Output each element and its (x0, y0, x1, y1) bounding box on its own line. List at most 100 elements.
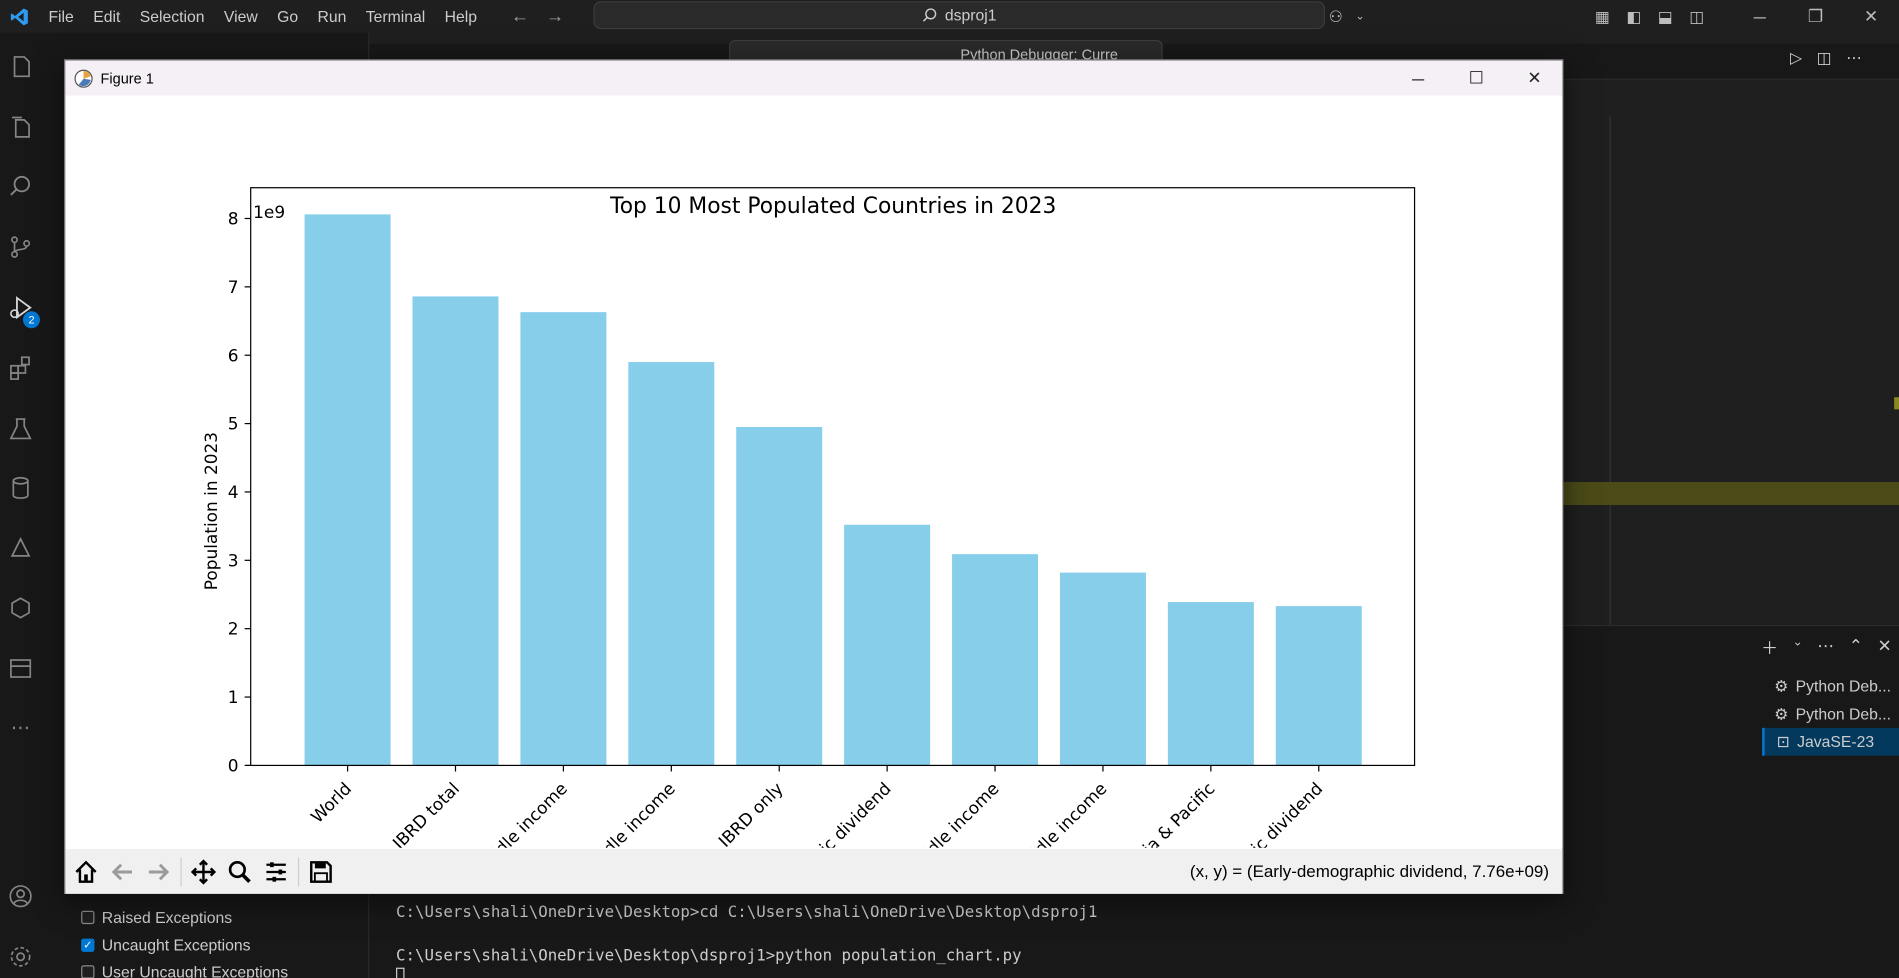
close-icon[interactable]: ✕ (1864, 6, 1879, 26)
menu-go[interactable]: Go (277, 7, 299, 26)
toggle-secondary-sidebar-icon[interactable]: ◫ (1689, 6, 1705, 25)
y-tick-label: 8 (228, 209, 239, 229)
terminal-cursor (396, 967, 405, 978)
y-tick-label: 4 (228, 482, 239, 502)
x-tick-label: ddle income (915, 778, 1003, 847)
settings-gear-icon[interactable] (5, 941, 36, 972)
menu-file[interactable]: File (48, 7, 74, 26)
terminal-line: C:\Users\shali\OneDrive\Desktop\dsproj1>… (396, 947, 1022, 966)
pan-icon[interactable] (185, 853, 221, 889)
more-icon[interactable]: ⋯ (1817, 635, 1835, 656)
menu-view[interactable]: View (223, 7, 258, 26)
search-text: dsproj1 (944, 6, 997, 25)
figure-toolbar: (x, y) = (Early-demographic dividend, 7.… (65, 848, 1563, 894)
x-tick-label: ia & Pacific (1139, 778, 1219, 847)
figure-minimize-icon[interactable]: ─ (1412, 68, 1425, 88)
nav-forward-icon[interactable]: → (546, 6, 565, 27)
plot-area[interactable]: Top 10 Most Populated Countries in 2023 … (65, 95, 1563, 866)
y-tick-label: 3 (228, 550, 239, 570)
extensions-icon[interactable] (5, 352, 36, 383)
debug-badge: 2 (23, 311, 40, 329)
debug-icon: ⚙ (1774, 704, 1789, 723)
restore-icon[interactable]: ❐ (1807, 6, 1824, 26)
toolbar-separator (297, 856, 300, 886)
x-tick-label: ic dividend (815, 778, 894, 847)
menu-selection[interactable]: Selection (139, 7, 205, 26)
chevron-down-icon[interactable]: ⌄ (1355, 9, 1365, 22)
close-panel-icon[interactable]: ✕ (1877, 635, 1892, 656)
breakpoint-user-uncaught[interactable]: User Uncaught Exceptions (81, 963, 288, 978)
menu-run[interactable]: Run (317, 7, 347, 26)
checkbox[interactable] (81, 965, 95, 978)
matplotlib-icon (74, 69, 93, 88)
new-terminal-icon[interactable]: ＋ (1761, 638, 1779, 658)
breakpoints-section: Raised Exceptions ✓ Uncaught Exceptions … (42, 882, 369, 978)
testing-icon[interactable] (5, 413, 36, 444)
bar (520, 312, 607, 766)
terminal-item[interactable]: ⚙ Python Deb... (1762, 700, 1899, 728)
bar (628, 362, 715, 766)
menu-edit[interactable]: Edit (93, 7, 121, 26)
terminal-output[interactable]: C:\Users\shali\OneDrive\Desktop>cd C:\Us… (396, 902, 1097, 978)
terminal-item[interactable]: ⚙ Python Deb... (1762, 672, 1899, 700)
save-icon[interactable] (303, 853, 339, 889)
bar (1167, 602, 1254, 766)
nav-back-icon[interactable]: ← (510, 6, 530, 27)
more-icon[interactable]: ⋯ (10, 718, 31, 739)
search-activity-icon[interactable] (5, 171, 36, 202)
bar (412, 296, 499, 766)
account-icon[interactable] (5, 880, 36, 911)
command-center-search[interactable]: dsproj1 (593, 1, 1325, 30)
maximize-panel-icon[interactable]: ⌃ (1848, 635, 1863, 656)
configure-subplots-icon[interactable] (258, 853, 294, 889)
home-icon[interactable] (68, 853, 104, 889)
x-tick-label: IBRD only (714, 778, 787, 847)
minimize-icon[interactable]: ─ (1753, 6, 1766, 27)
files-icon[interactable] (5, 111, 36, 142)
x-tick-label: ic dividend (1247, 778, 1326, 847)
menu-help[interactable]: Help (444, 7, 478, 26)
bar (844, 524, 931, 766)
zoom-icon[interactable] (222, 853, 258, 889)
menu-terminal[interactable]: Terminal (365, 7, 426, 26)
title-bar: File Edit Selection View Go Run Terminal… (0, 0, 1899, 33)
figure-close-icon[interactable]: ✕ (1527, 67, 1542, 88)
split-editor-icon[interactable]: ◫ (1816, 48, 1832, 67)
axes-frame (250, 187, 1416, 767)
breakpoint-uncaught[interactable]: ✓ Uncaught Exceptions (81, 936, 251, 955)
toggle-sidebar-icon[interactable]: ◧ (1626, 6, 1642, 25)
figure-maximize-icon[interactable]: ☐ (1468, 67, 1484, 88)
current-line-highlight (1563, 482, 1899, 506)
run-file-icon[interactable]: ▷ (1790, 48, 1803, 67)
x-tick-label: ddle income (591, 778, 679, 847)
toggle-panel-icon[interactable]: ⬓ (1657, 6, 1673, 25)
x-tick-label: IBRD total (389, 778, 464, 847)
terminal-item-label: Python Deb... (1795, 704, 1892, 724)
copilot-icon[interactable]: ⚇ (1328, 6, 1343, 25)
bar-chart: Top 10 Most Populated Countries in 2023 … (201, 187, 1416, 866)
database-icon[interactable] (5, 472, 36, 503)
layout-icon[interactable] (5, 653, 36, 684)
bar (1059, 572, 1146, 766)
python-env-icon[interactable] (5, 592, 36, 623)
remote-explorer-icon[interactable] (5, 533, 36, 564)
checkbox[interactable] (81, 910, 95, 925)
checkbox[interactable]: ✓ (81, 938, 95, 952)
terminal-item[interactable]: ⊡ JavaSE-23 (1762, 727, 1899, 756)
source-control-icon[interactable] (5, 231, 36, 262)
chevron-down-icon[interactable]: ⌄ (1792, 635, 1803, 650)
y-axis-label: Population in 2023 (201, 432, 221, 590)
terminal-line: C:\Users\shali\OneDrive\Desktop>cd C:\Us… (396, 903, 1098, 922)
customize-layout-icon[interactable]: ▦ (1594, 6, 1610, 25)
more-actions-icon[interactable]: ⋯ (1846, 48, 1862, 67)
debug-config-label[interactable]: Python Debugger: Curre (960, 46, 1118, 63)
y-tick-label: 6 (228, 345, 239, 365)
explorer-icon[interactable] (5, 51, 36, 82)
back-icon[interactable] (104, 853, 140, 889)
forward-icon[interactable] (140, 853, 176, 889)
run-debug-icon[interactable] (5, 292, 36, 323)
breakpoint-raised[interactable]: Raised Exceptions (81, 908, 232, 926)
y-offset-label: 1e9 (253, 202, 285, 222)
terminal-icon: ⊡ (1776, 732, 1790, 751)
breakpoint-label: Uncaught Exceptions (101, 936, 251, 955)
